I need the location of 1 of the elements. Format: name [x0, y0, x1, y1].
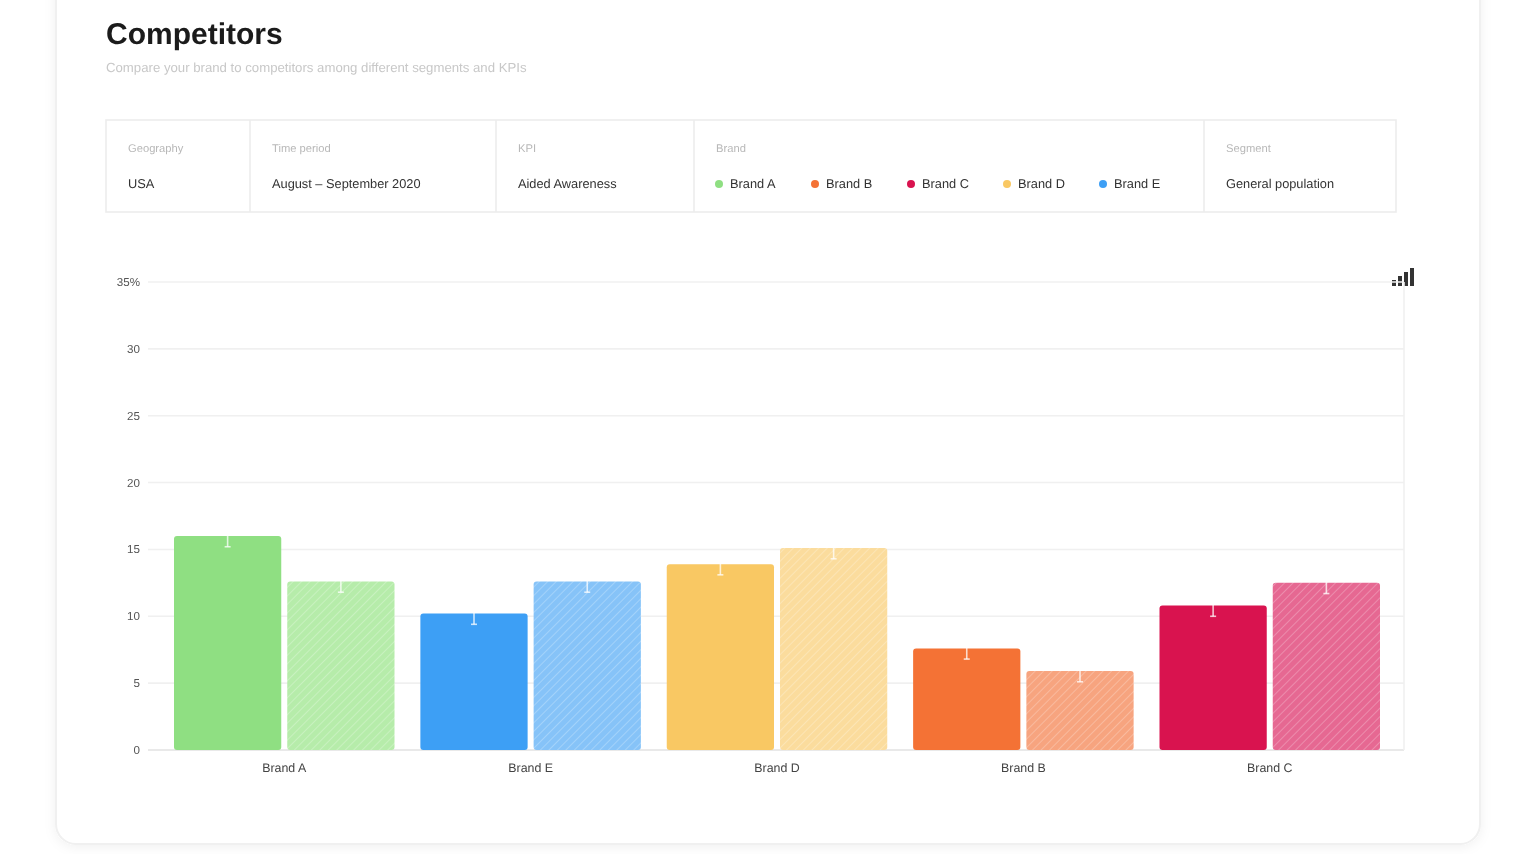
chart-title: Competitors: [106, 18, 283, 52]
